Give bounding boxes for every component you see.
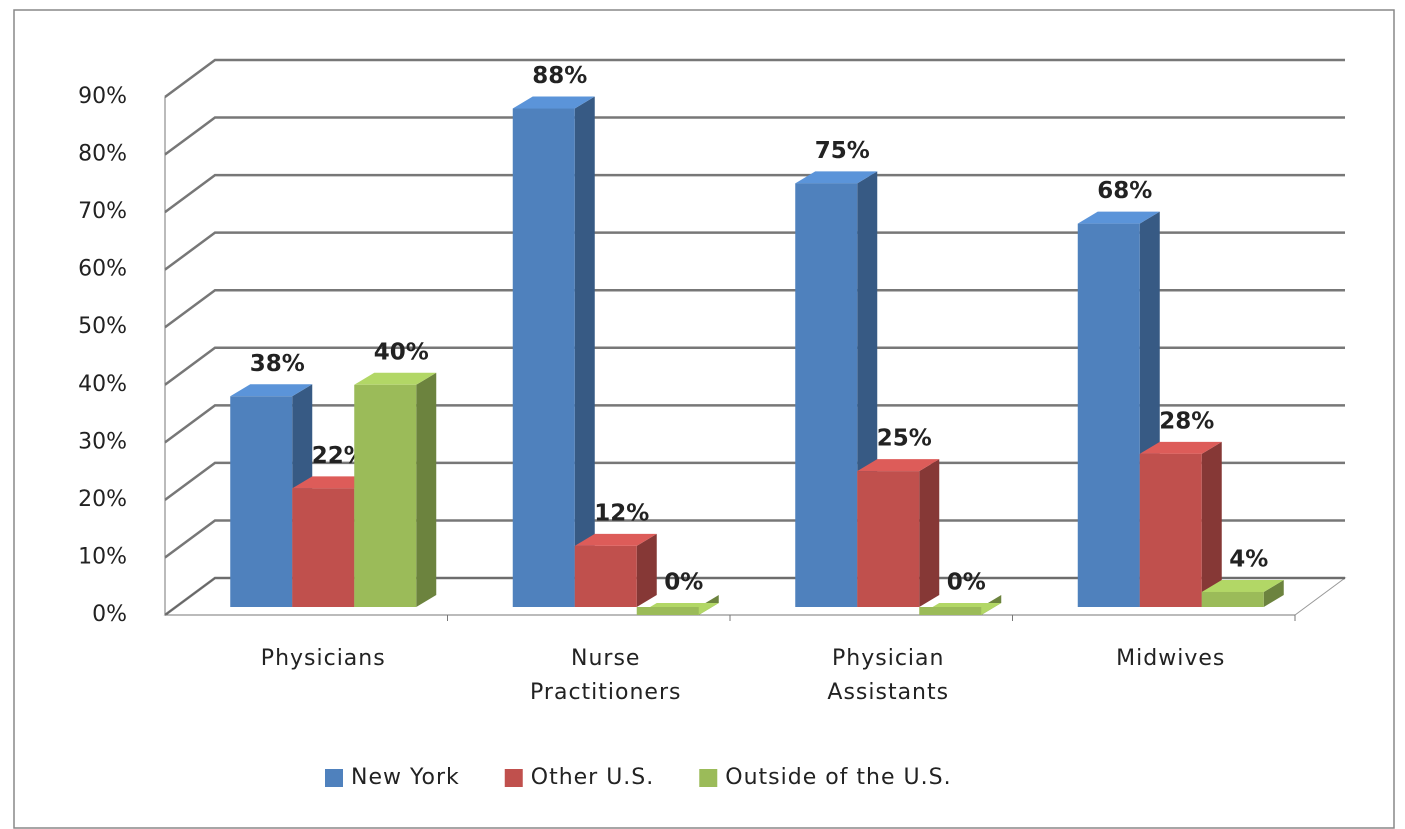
- value-label: 25%: [877, 426, 932, 452]
- grid-line: [164, 346, 1345, 386]
- grid-line: [164, 231, 1345, 271]
- value-label: 38%: [250, 351, 305, 377]
- grid-line: [164, 461, 1345, 501]
- bar: [512, 108, 575, 607]
- bar: [1139, 453, 1202, 607]
- bar-top: [1077, 211, 1160, 224]
- bar-top: [1201, 579, 1284, 592]
- y-tick-label: 0%: [92, 602, 127, 627]
- bar-side: [1201, 441, 1222, 607]
- y-tick-label: 80%: [78, 142, 127, 167]
- value-label: 0%: [664, 570, 703, 596]
- value-label: 88%: [532, 63, 587, 89]
- grid-line: [164, 58, 1345, 99]
- y-tick-label: 30%: [78, 429, 127, 454]
- bar: [636, 607, 699, 615]
- bar-side: [574, 96, 595, 607]
- bar-side: [416, 372, 437, 607]
- bar: [857, 471, 920, 607]
- bar: [354, 384, 417, 607]
- bar-side: [636, 533, 657, 607]
- bar: [574, 545, 637, 607]
- x-tick-label: Physicians: [260, 646, 386, 671]
- grid-line: [164, 576, 1345, 617]
- x-tick-label: Nurse Practitioners: [530, 646, 682, 705]
- bar: [795, 183, 858, 608]
- bar-top: [230, 384, 313, 397]
- bar-top: [354, 372, 437, 385]
- x-tick-label: Physician Assistants: [827, 646, 950, 705]
- value-label: 0%: [947, 570, 986, 596]
- y-tick-label: 40%: [78, 372, 127, 397]
- bar: [230, 396, 293, 607]
- y-tick-label: 60%: [78, 257, 127, 282]
- grid-line: [164, 288, 1345, 329]
- bar-top: [857, 459, 940, 472]
- y-tick-label: 90%: [78, 84, 127, 109]
- value-label: 4%: [1229, 546, 1268, 572]
- grid-line: [164, 519, 1345, 559]
- bar: [1077, 223, 1140, 607]
- grid-line: [164, 116, 1345, 156]
- bar-top: [1139, 441, 1222, 454]
- y-tick-label: 10%: [78, 544, 127, 569]
- legend-swatch: [504, 769, 523, 787]
- x-tick-label: Midwives: [1116, 646, 1226, 671]
- y-tick-label: 50%: [78, 314, 127, 339]
- bar-top: [512, 96, 595, 109]
- bar-top: [795, 171, 878, 184]
- bar-top: [292, 476, 375, 489]
- value-label: 40%: [374, 339, 429, 365]
- bar: [1201, 591, 1264, 607]
- bar-side: [1263, 579, 1284, 607]
- legend-label: Other U.S.: [531, 765, 655, 790]
- value-label: 12%: [594, 500, 649, 526]
- y-tick-label: 20%: [78, 487, 127, 512]
- value-label: 68%: [1097, 178, 1152, 204]
- legend-label: Outside of the U.S.: [725, 765, 951, 790]
- bar-top: [574, 533, 657, 546]
- value-label: 75%: [815, 138, 870, 164]
- legend-label: New York: [351, 765, 460, 790]
- grid-line: [164, 404, 1345, 444]
- grid-line: [164, 173, 1345, 214]
- value-label: 28%: [1159, 408, 1214, 434]
- bar-side: [919, 459, 940, 607]
- y-tick-label: 70%: [78, 199, 127, 224]
- legend-swatch: [699, 769, 718, 787]
- bar: [919, 607, 982, 615]
- legend-swatch: [325, 769, 343, 787]
- bar: [292, 488, 355, 607]
